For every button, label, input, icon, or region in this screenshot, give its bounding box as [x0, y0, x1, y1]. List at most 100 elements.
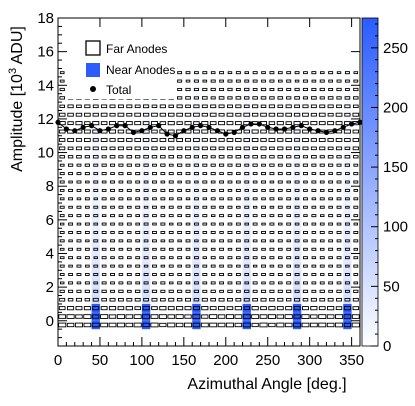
far-anode-box: [167, 112, 175, 117]
far-anode-box: [227, 281, 233, 285]
total-point: [340, 124, 346, 130]
far-anode-box: [286, 256, 292, 260]
far-anode-box: [101, 264, 107, 268]
far-anode-box: [226, 306, 234, 311]
far-anode-box: [126, 273, 132, 277]
near-anode-cell: [242, 102, 251, 111]
far-anode-box: [143, 273, 149, 276]
far-anode-box: [92, 314, 100, 319]
near-anode-cell: [343, 177, 352, 187]
far-anode-box: [67, 146, 74, 151]
far-anode-box: [185, 197, 191, 201]
far-anode-box: [311, 256, 317, 260]
far-anode-box: [261, 197, 266, 201]
far-anode-box: [235, 180, 241, 184]
far-anode-box: [353, 96, 359, 100]
near-anode-cell: [292, 303, 302, 313]
far-anode-box: [318, 314, 327, 319]
far-anode-box: [345, 239, 350, 243]
near-anode-cell: [141, 203, 151, 212]
far-anode-box: [344, 112, 351, 117]
far-anode-box: [135, 197, 141, 201]
near-anode-cell: [242, 303, 251, 313]
far-anode-box: [117, 121, 125, 126]
far-anode-box: [227, 273, 233, 276]
far-anode-box: [76, 273, 82, 276]
total-point: [63, 126, 69, 132]
far-anode-box: [218, 138, 225, 142]
far-anode-box: [286, 180, 291, 184]
far-anode-box: [318, 306, 326, 311]
far-anode-box: [59, 155, 65, 159]
far-anode-box: [285, 112, 292, 117]
far-anode-box: [126, 222, 132, 226]
far-anode-box: [244, 239, 250, 243]
near-anode-cell: [141, 135, 151, 145]
near-anode-cell: [91, 127, 100, 136]
far-anode-box: [319, 264, 325, 268]
far-anode-box: [269, 264, 275, 268]
far-anode-box: [236, 256, 241, 260]
y-axis-label-base: Amplitude [10: [9, 74, 26, 172]
far-anode-box: [344, 79, 350, 83]
near-anode-cell: [192, 211, 201, 220]
far-anode-box: [202, 180, 208, 184]
near-anode-cell: [292, 144, 302, 153]
far-anode-box: [235, 222, 241, 226]
far-anode-box: [177, 230, 183, 234]
far-anode-box: [176, 298, 183, 302]
far-anode-box: [319, 247, 325, 251]
far-anode-box: [235, 163, 241, 167]
far-anode-box: [67, 306, 75, 311]
far-anode-box: [294, 188, 300, 192]
far-anode-box: [152, 189, 157, 192]
far-anode-box: [302, 104, 309, 109]
near-anode-cell: [343, 287, 352, 296]
far-anode-box: [311, 247, 317, 251]
far-anode-box: [311, 71, 317, 75]
far-anode-box: [59, 281, 65, 285]
far-anode-box: [76, 281, 82, 285]
far-anode-box: [252, 289, 258, 293]
far-anode-box: [184, 146, 192, 151]
far-anode-box: [336, 172, 342, 176]
far-anode-box: [302, 121, 309, 126]
far-anode-box: [160, 222, 166, 226]
far-anode-box: [328, 79, 334, 83]
far-anode-box: [327, 104, 334, 109]
far-anode-box: [294, 239, 300, 243]
far-anode-box: [345, 172, 350, 176]
far-anode-box: [68, 172, 74, 176]
far-anode-box: [185, 96, 191, 100]
far-anode-box: [125, 306, 133, 311]
far-anode-box: [352, 306, 360, 311]
far-anode-box: [194, 71, 199, 75]
near-anode-cell: [292, 312, 302, 321]
far-anode-box: [100, 112, 108, 117]
far-anode-box: [101, 230, 107, 234]
far-anode-box: [101, 256, 107, 260]
near-anode-cell: [343, 186, 352, 195]
far-anode-box: [193, 104, 200, 109]
far-anode-box: [269, 298, 275, 302]
far-anode-box: [152, 247, 157, 251]
far-anode-box: [353, 289, 359, 293]
far-anode-box: [219, 188, 225, 192]
far-anode-box: [84, 172, 90, 176]
far-anode-box: [75, 112, 83, 117]
near-anode-cell: [292, 135, 302, 145]
near-anode-cell: [242, 245, 251, 254]
far-anode-box: [93, 180, 99, 184]
far-anode-box: [133, 322, 142, 328]
far-anode-box: [286, 230, 292, 234]
far-anode-box: [185, 163, 191, 167]
far-anode-box: [217, 306, 226, 311]
far-anode-box: [177, 79, 183, 83]
far-anode-box: [177, 87, 183, 91]
far-anode-box: [134, 297, 141, 302]
near-anode-cell: [91, 160, 100, 170]
far-anode-box: [185, 281, 191, 285]
near-anode-cell: [343, 203, 352, 212]
far-anode-box: [118, 197, 124, 201]
far-anode-box: [110, 231, 115, 234]
